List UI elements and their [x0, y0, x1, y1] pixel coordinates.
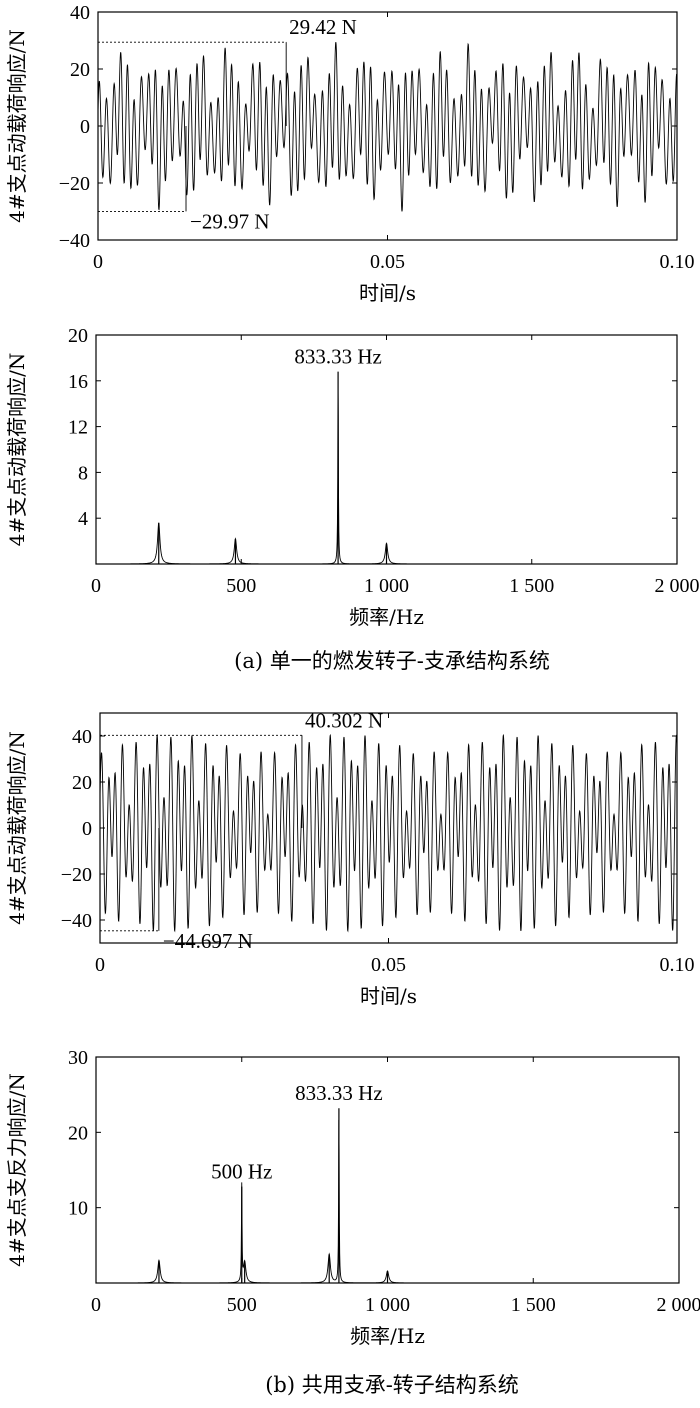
- max-annotation: 40.302 N: [305, 708, 383, 732]
- x-axis-label: 时间/s: [360, 984, 417, 1008]
- y-tick-label: 40: [72, 726, 92, 748]
- panel-a-time-chart: −40 −20 0 20 40 0 0.05 0.10 时间/s 4#支点动载荷响应/N 29.42…: [5, 2, 695, 305]
- x-tick-label: 1 500: [509, 575, 554, 597]
- y-tick-label: −20: [59, 173, 90, 195]
- y-tick-label: −40: [59, 230, 90, 252]
- y-tick-label: 16: [68, 371, 88, 393]
- y-tick-label: 0: [80, 116, 90, 138]
- x-tick-label: 0.10: [660, 251, 695, 273]
- x-tick-label: 0.05: [371, 954, 406, 976]
- spectrum-line: [96, 1119, 679, 1283]
- x-tick-label: 1 000: [364, 575, 409, 597]
- peak-annotation: 833.33 Hz: [294, 345, 382, 369]
- x-tick-label: 0: [95, 954, 105, 976]
- y-tick-label: −40: [61, 910, 92, 932]
- y-axis-label: 4#支点支反力响应/N: [5, 1073, 29, 1267]
- x-tick-label: 0: [91, 575, 101, 597]
- y-tick-label: 12: [68, 417, 88, 439]
- x-tick-label: 500: [227, 1294, 257, 1316]
- spectrum-line: [96, 385, 677, 564]
- peak-annotation: 500 Hz: [211, 1160, 272, 1184]
- y-tick-label: 10: [68, 1198, 88, 1220]
- x-tick-label: 1 500: [511, 1294, 556, 1316]
- y-tick-label: 20: [68, 325, 88, 347]
- y-axis-label: 4#支点动载荷响应/N: [5, 29, 29, 223]
- y-tick-label: 20: [68, 1122, 88, 1144]
- series-line: [100, 733, 677, 933]
- panel-b-time-chart: −40 −20 0 20 40 0 0.05 0.10 时间/s 4#支点动载荷响应/N 40.30…: [5, 708, 695, 1008]
- x-tick-label: 0: [93, 251, 103, 273]
- caption-b: (b) 共用支承-转子结构系统: [265, 1373, 519, 1397]
- panel-a-frequency-chart: 4 8 12 16 20 0 500 1 000 1 500 2 000 频率/Hz 4#支点动载荷响…: [5, 325, 700, 629]
- caption-a: (a) 单一的燃发转子-支承结构系统: [234, 649, 550, 673]
- x-tick-label: 0: [91, 1294, 101, 1316]
- plot-frame: [95, 1056, 680, 1284]
- y-tick-label: 20: [72, 772, 92, 794]
- y-tick-label: 4: [78, 508, 88, 530]
- plot-frame: [95, 334, 678, 565]
- peak-annotation: 833.33 Hz: [295, 1081, 383, 1105]
- min-annotation: −29.97 N: [190, 209, 270, 233]
- y-tick-label: 0: [82, 818, 92, 840]
- y-tick-label: 8: [78, 462, 88, 484]
- x-tick-label: 0.05: [370, 251, 405, 273]
- y-tick-label: 40: [70, 2, 90, 24]
- x-axis-label: 时间/s: [359, 281, 416, 305]
- x-axis-label: 频率/Hz: [350, 1324, 425, 1348]
- y-axis-label: 4#支点动载荷响应/N: [5, 353, 29, 547]
- y-tick-label: −20: [61, 864, 92, 886]
- x-tick-label: 0.10: [660, 954, 695, 976]
- max-annotation: 29.42 N: [289, 15, 357, 39]
- x-tick-label: 2 000: [657, 1294, 700, 1316]
- y-tick-label: 30: [68, 1047, 88, 1069]
- panel-b-frequency-chart: 10 20 30 0 500 1 000 1 500 2 000 频率/Hz 4#支点支反力响应/…: [5, 1047, 700, 1348]
- y-tick-label: 20: [70, 59, 90, 81]
- x-axis-label: 频率/Hz: [349, 605, 424, 629]
- min-annotation: −44.697 N: [163, 929, 253, 953]
- x-tick-label: 1 000: [365, 1294, 410, 1316]
- series-line: [98, 42, 677, 212]
- x-tick-label: 500: [226, 575, 256, 597]
- x-tick-label: 2 000: [655, 575, 700, 597]
- y-axis-label: 4#支点动载荷响应/N: [5, 731, 29, 925]
